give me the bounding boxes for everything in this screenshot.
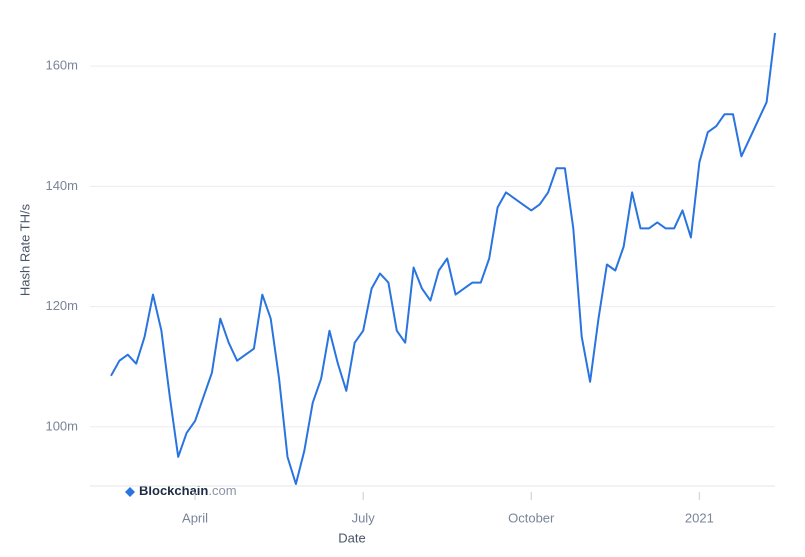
y-tick-label: 120m (45, 298, 78, 313)
x-axis-title: Date (338, 530, 365, 545)
logo-icon (125, 487, 135, 497)
y-tick-label: 140m (45, 178, 78, 193)
y-tick-label: 160m (45, 58, 78, 73)
x-tick-label: 2021 (685, 510, 714, 525)
brand: Blockchain (139, 483, 208, 498)
watermark: Blockchain.com (125, 483, 237, 498)
data-line (110, 32, 776, 485)
y-tick-label: 100m (45, 418, 78, 433)
x-tick-label: October (508, 510, 555, 525)
brand-suffix: .com (208, 483, 236, 498)
watermark-brand: Blockchain.com (139, 483, 237, 498)
y-axis-title: Hash Rate TH/s (17, 203, 32, 296)
x-tick-label: July (352, 510, 376, 525)
x-tick-label: April (182, 510, 208, 525)
